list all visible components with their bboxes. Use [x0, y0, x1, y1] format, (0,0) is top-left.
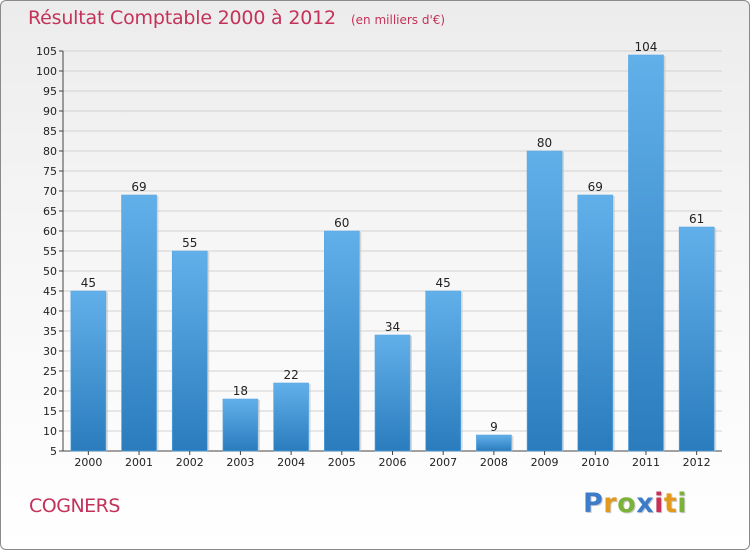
y-tick-label: 10 — [43, 425, 57, 438]
y-tick-label: 25 — [43, 365, 57, 378]
bar-2002 — [172, 251, 207, 451]
x-tick-label: 2008 — [480, 456, 508, 469]
data-label: 69 — [131, 180, 146, 194]
x-tick-label: 2004 — [277, 456, 305, 469]
brand-letter: r — [603, 488, 617, 519]
y-tick-label: 45 — [43, 285, 57, 298]
data-label: 55 — [182, 236, 197, 250]
y-tick-label: 55 — [43, 245, 57, 258]
brand-logo: Proxiti — [583, 488, 687, 519]
data-label: 104 — [635, 40, 658, 54]
y-tick-label: 50 — [43, 265, 57, 278]
x-tick-label: 2007 — [429, 456, 457, 469]
x-tick-label: 2011 — [632, 456, 660, 469]
bar-2001 — [122, 195, 157, 451]
y-tick-label: 80 — [43, 145, 57, 158]
y-tick-label: 85 — [43, 125, 57, 138]
bar-2007 — [426, 291, 461, 451]
data-label: 9 — [490, 420, 498, 434]
bar-2005 — [324, 231, 359, 451]
chart-frame: Résultat Comptable 2000 à 2012 (en milli… — [0, 0, 750, 550]
data-label: 60 — [334, 216, 349, 230]
y-tick-label: 65 — [43, 205, 57, 218]
data-label: 45 — [81, 276, 96, 290]
brand-letter: P — [583, 488, 603, 519]
bar-2011 — [628, 55, 663, 451]
y-tick-label: 105 — [36, 45, 57, 58]
data-label: 18 — [233, 384, 248, 398]
y-tick-label: 70 — [43, 185, 57, 198]
bar-2003 — [223, 399, 258, 451]
data-label: 45 — [436, 276, 451, 290]
y-tick-label: 60 — [43, 225, 57, 238]
brand-letter: t — [664, 488, 677, 519]
x-tick-label: 2005 — [328, 456, 356, 469]
y-tick-label: 75 — [43, 165, 57, 178]
x-tick-label: 2010 — [581, 456, 609, 469]
bar-chart: 5 10 15 20 25 30 35 40 45 50 55 60 65 70 75 80 85 90 95 100… — [1, 1, 749, 549]
x-tick-label: 2009 — [531, 456, 559, 469]
x-tick-label: 2002 — [176, 456, 204, 469]
y-tick-label: 90 — [43, 105, 57, 118]
data-label: 34 — [385, 320, 400, 334]
data-label: 80 — [537, 136, 552, 150]
x-tick-label: 2001 — [125, 456, 153, 469]
bar-2000 — [71, 291, 106, 451]
data-label: 69 — [588, 180, 603, 194]
data-label: 61 — [689, 212, 704, 226]
bar-2006 — [375, 335, 410, 451]
y-tick-label: 95 — [43, 85, 57, 98]
y-tick-label: 5 — [50, 445, 57, 458]
bar-2008 — [476, 435, 511, 451]
brand-letter: i — [654, 488, 664, 519]
location-label: COGNERS — [29, 495, 120, 517]
y-tick-label: 20 — [43, 385, 57, 398]
data-label: 22 — [283, 368, 298, 382]
y-tick-label: 15 — [43, 405, 57, 418]
bar-2012 — [679, 227, 714, 451]
brand-letter: i — [677, 488, 687, 519]
brand-letter: x — [636, 488, 654, 519]
y-tick-label: 40 — [43, 305, 57, 318]
x-tick-label: 2006 — [379, 456, 407, 469]
x-tick-label: 2000 — [74, 456, 102, 469]
x-tick-label: 2003 — [226, 456, 254, 469]
y-tick-label: 30 — [43, 345, 57, 358]
y-tick-label: 100 — [36, 65, 57, 78]
bar-2009 — [527, 151, 562, 451]
brand-letter: o — [617, 488, 636, 519]
y-tick-label: 35 — [43, 325, 57, 338]
bar-2004 — [274, 383, 309, 451]
x-tick-label: 2012 — [683, 456, 711, 469]
bar-2010 — [578, 195, 613, 451]
